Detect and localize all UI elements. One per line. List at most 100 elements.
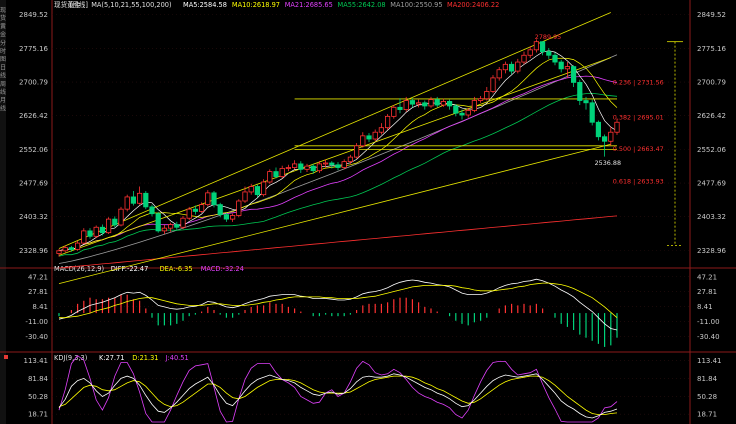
candle-body[interactable] (583, 100, 589, 104)
candle-body[interactable] (106, 218, 112, 234)
candle-body[interactable] (87, 230, 93, 237)
candle-body[interactable] (242, 191, 248, 202)
candle-body[interactable] (353, 145, 360, 158)
candle-body[interactable] (490, 77, 496, 92)
candle-body[interactable] (198, 204, 205, 212)
candle-body[interactable] (155, 213, 161, 232)
candle-body[interactable] (415, 102, 422, 105)
candle-body[interactable] (465, 110, 471, 116)
candle-body[interactable] (608, 131, 614, 142)
candle-body[interactable] (484, 91, 490, 100)
candle-body[interactable] (99, 226, 105, 234)
candle-body[interactable] (521, 54, 527, 63)
candle-body[interactable] (267, 171, 273, 183)
candle-body[interactable] (136, 192, 143, 204)
candle-body[interactable] (229, 215, 236, 220)
candle-body[interactable] (260, 181, 267, 196)
candle-body[interactable] (149, 206, 155, 215)
candle-body[interactable] (502, 63, 509, 71)
candle-body[interactable] (471, 100, 478, 111)
candle-body[interactable] (68, 247, 74, 250)
candle-body[interactable] (167, 224, 174, 229)
candle-body[interactable] (174, 224, 180, 228)
candle-body[interactable] (335, 164, 341, 168)
candle-body[interactable] (614, 121, 620, 133)
candle-body[interactable] (397, 106, 403, 110)
candle-body[interactable] (118, 208, 124, 226)
candle-body[interactable] (577, 82, 583, 101)
candle-body[interactable] (459, 112, 465, 116)
candle-body[interactable] (143, 192, 149, 208)
candle-body[interactable] (564, 66, 571, 70)
candle-body[interactable] (360, 135, 366, 147)
candle-body[interactable] (62, 247, 68, 252)
candle-body[interactable] (533, 41, 540, 51)
candle-body[interactable] (192, 208, 198, 212)
candle-body[interactable] (285, 167, 292, 169)
candle-body[interactable] (372, 131, 378, 140)
candle-body[interactable] (223, 214, 229, 220)
candle-body[interactable] (508, 63, 515, 72)
candle-body[interactable] (161, 227, 167, 232)
candle-body[interactable] (205, 192, 211, 206)
candle-body[interactable] (180, 217, 186, 228)
candle-body[interactable] (310, 165, 316, 172)
candle-body[interactable] (329, 162, 335, 166)
kdj-tick-right: 81.84 (697, 375, 718, 383)
header-period: [日线] (70, 0, 88, 9)
candle-body[interactable] (366, 135, 372, 140)
candle-body[interactable] (56, 250, 62, 254)
candle-body[interactable] (422, 102, 428, 107)
candle-body[interactable] (440, 101, 447, 106)
price-tick-right: 2775.16 (697, 45, 726, 53)
candle-body[interactable] (409, 100, 416, 105)
candle-body[interactable] (316, 163, 323, 172)
candle-body[interactable] (186, 208, 192, 219)
ma5-line (58, 50, 618, 252)
candle-body[interactable] (428, 99, 434, 107)
candle-body[interactable] (558, 61, 564, 70)
macd-tick-right: -11.00 (697, 318, 720, 326)
candle-body[interactable] (496, 69, 502, 79)
candle-body[interactable] (217, 204, 223, 215)
candle-body[interactable] (347, 156, 354, 163)
candle-body[interactable] (571, 66, 577, 83)
candle-body[interactable] (81, 230, 87, 244)
candle-body[interactable] (112, 218, 118, 226)
candle-body[interactable] (434, 99, 440, 106)
candle-body[interactable] (384, 115, 391, 129)
candle-body[interactable] (291, 163, 298, 168)
candle-body[interactable] (595, 121, 602, 138)
candle-body[interactable] (477, 98, 484, 101)
candle-body[interactable] (211, 192, 217, 206)
candle-body[interactable] (124, 196, 130, 210)
candle-body[interactable] (589, 102, 595, 123)
candle-body[interactable] (130, 196, 136, 204)
candle-body[interactable] (546, 51, 552, 56)
candle-body[interactable] (254, 186, 260, 196)
candle-body[interactable] (403, 100, 409, 110)
candle-body[interactable] (453, 105, 459, 114)
candle-body[interactable] (540, 41, 546, 53)
candle-body[interactable] (322, 162, 329, 165)
candle-body[interactable] (602, 136, 608, 142)
candle-body[interactable] (552, 54, 558, 63)
candle-body[interactable] (304, 165, 310, 170)
candle-body[interactable] (279, 168, 285, 177)
left-rail-char: 月 (0, 97, 6, 104)
candle-body[interactable] (341, 161, 347, 168)
price-tick-right: 2849.52 (697, 11, 726, 19)
candle-body[interactable] (446, 101, 453, 107)
candle-body[interactable] (93, 226, 99, 237)
candle-body[interactable] (378, 127, 385, 133)
candle-body[interactable] (273, 171, 279, 177)
candle-body[interactable] (75, 242, 81, 250)
candle-body[interactable] (391, 106, 397, 117)
left-rail-char: 现 (0, 7, 6, 14)
candle-body[interactable] (298, 163, 304, 170)
candle-body[interactable] (236, 200, 242, 216)
candle-body[interactable] (248, 186, 254, 193)
candle-body[interactable] (515, 61, 521, 72)
candle-body[interactable] (527, 49, 533, 56)
